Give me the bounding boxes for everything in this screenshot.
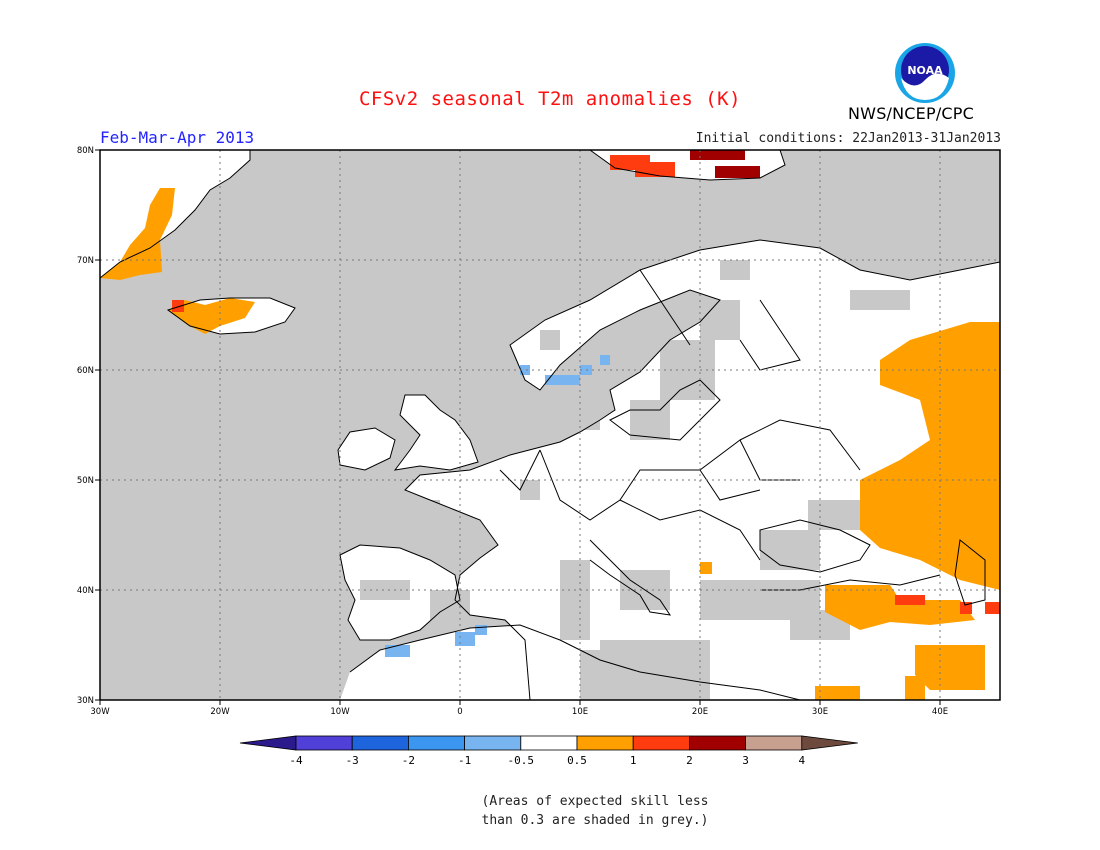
legend-swatch	[464, 735, 522, 751]
lon-label: 30W	[90, 707, 110, 717]
legend-tick-label: -0.5	[508, 754, 535, 767]
lon-ticks	[99, 700, 941, 705]
lon-label: 30E	[812, 707, 828, 717]
lon-axis: 30W 20W 10W 0 10E 20E 30E 40E	[90, 707, 948, 717]
noaa-logo-text: NOAA	[907, 64, 943, 77]
legend-tick-label: -1	[458, 754, 471, 767]
legend-tick-label: 3	[742, 754, 749, 767]
lon-label: 10W	[330, 707, 350, 717]
season-label: Feb-Mar-Apr 2013	[100, 128, 255, 147]
color-legend: -4 -3 -2 -1 -0.5 0.5 1 2 3 4	[239, 735, 858, 767]
legend-tick-label: 1	[630, 754, 637, 767]
lat-label: 30N	[77, 696, 94, 706]
map-frame	[99, 149, 1001, 701]
skill-note: (Areas of expected skill less than 0.3 a…	[0, 792, 1100, 830]
legend-swatch	[745, 735, 803, 751]
legend-tick-label: 2	[686, 754, 693, 767]
map-title: CFSv2 seasonal T2m anomalies (K)	[358, 88, 742, 110]
legend-swatch	[239, 735, 297, 751]
lat-label: 50N	[77, 476, 94, 486]
legend-swatch	[295, 735, 353, 751]
warm-anomaly-3	[690, 150, 760, 178]
legend-swatch	[689, 735, 747, 751]
lat-label: 60N	[77, 366, 94, 376]
land-anomaly-layer	[99, 149, 1001, 701]
legend-tick-label: 0.5	[567, 754, 587, 767]
lon-label: 40E	[932, 707, 948, 717]
lat-ticks	[95, 149, 100, 701]
skill-note-line2: than 0.3 are shaded in grey.)	[481, 813, 709, 828]
lat-label: 70N	[77, 256, 94, 266]
lon-label: 20W	[210, 707, 230, 717]
legend-swatch	[407, 735, 465, 751]
legend-tick-label: 4	[798, 754, 805, 767]
legend-swatch	[520, 735, 578, 751]
lon-label: 0	[457, 707, 462, 717]
legend-swatch	[632, 735, 690, 751]
graticule	[100, 150, 1000, 700]
agency-label: NWS/NCEP/CPC	[848, 104, 975, 123]
lat-label: 80N	[77, 146, 94, 156]
skill-note-line1: (Areas of expected skill less	[481, 794, 709, 809]
lon-label: 10E	[572, 707, 588, 717]
britain-land	[395, 395, 478, 470]
legend-swatch	[351, 735, 409, 751]
warm-anomaly-1	[100, 188, 1000, 700]
initial-conditions-label: Initial conditions: 22Jan2013-31Jan2013	[695, 131, 1001, 146]
noaa-logo: NOAA	[895, 43, 955, 103]
lat-axis: 80N 70N 60N 50N 40N 30N	[77, 146, 94, 706]
lon-label: 20E	[692, 707, 708, 717]
legend-tick-label: -3	[346, 754, 359, 767]
legend-tick-label: -2	[402, 754, 415, 767]
legend-tick-label: -4	[289, 754, 303, 767]
ireland-land	[338, 428, 395, 470]
legend-swatch	[801, 735, 858, 751]
legend-swatch	[576, 735, 634, 751]
lat-label: 40N	[77, 586, 94, 596]
